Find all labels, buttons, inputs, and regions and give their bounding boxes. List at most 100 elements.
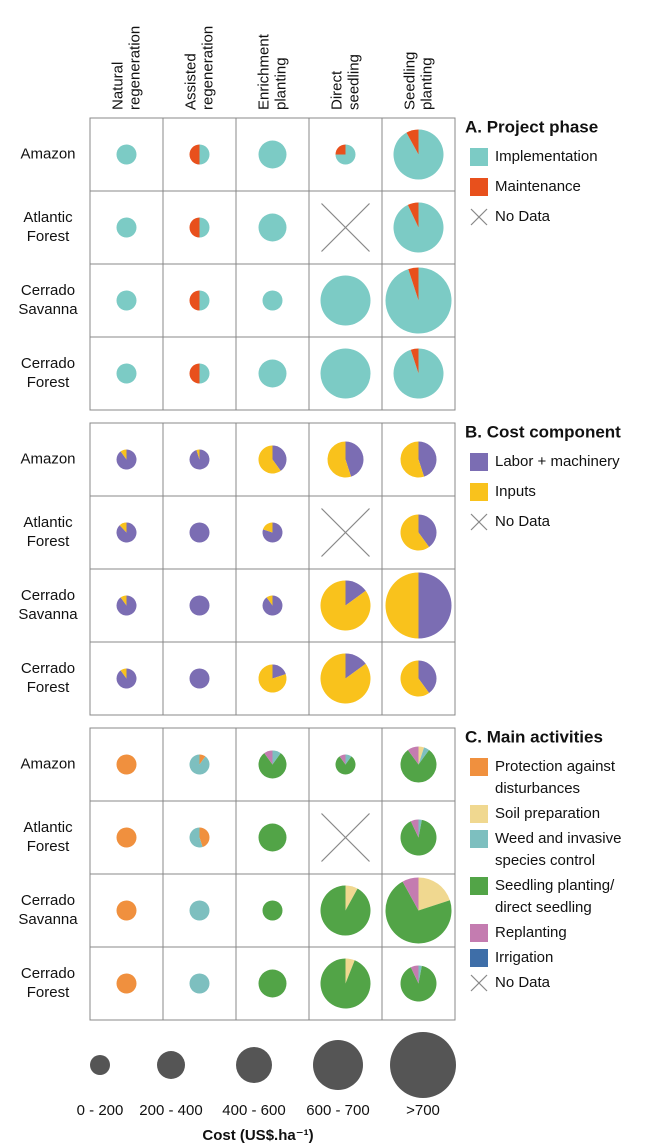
- row-label: Atlantic: [23, 514, 73, 531]
- pie-slice: [196, 449, 200, 460]
- pie-slice: [385, 881, 452, 944]
- pie-slice: [320, 653, 371, 704]
- no-data-mark: [321, 508, 370, 557]
- pie-slice: [189, 363, 200, 384]
- pie-slice: [272, 750, 281, 765]
- size-legend-label: >700: [406, 1102, 440, 1119]
- pie-slice: [345, 754, 352, 765]
- pie-slice: [189, 827, 203, 848]
- column-header: Assisted: [182, 53, 199, 110]
- pie-slice: [262, 900, 283, 921]
- legend-label: Soil preparation: [495, 805, 600, 822]
- pie-slice: [345, 885, 358, 911]
- size-legend-label: 400 - 600: [222, 1102, 285, 1119]
- legend-swatch: [470, 178, 488, 196]
- pie-slice: [258, 753, 287, 779]
- pie-slice: [272, 445, 287, 471]
- pie-slice: [116, 754, 137, 775]
- pie-slice: [199, 363, 210, 384]
- row-label: Atlantic: [23, 819, 73, 836]
- pie-slice: [189, 900, 210, 921]
- pie-slice: [393, 129, 444, 180]
- pie-slice: [418, 819, 422, 838]
- pie-slice: [199, 290, 210, 311]
- pie-slice: [116, 217, 137, 238]
- legend-label: Inputs: [495, 483, 536, 500]
- legend-label: Replanting: [495, 924, 567, 941]
- legend-label: Maintenance: [495, 178, 581, 195]
- pie-slice: [418, 441, 437, 477]
- pie-slice: [258, 823, 287, 852]
- column-header: planting: [272, 57, 289, 110]
- row-label: Forest: [27, 984, 70, 1001]
- pie-slice: [258, 140, 287, 169]
- row-label: Amazon: [20, 755, 75, 772]
- pie-slice: [199, 144, 210, 165]
- legend-label: Seedling planting/: [495, 877, 615, 894]
- pie-slice: [116, 827, 137, 848]
- pie-slice: [320, 580, 371, 631]
- panel-title: B. Cost component: [465, 422, 621, 441]
- pie-slice: [400, 819, 437, 856]
- pie-slice: [345, 653, 366, 679]
- pie-slice: [335, 756, 356, 775]
- column-header: regeneration: [199, 26, 216, 110]
- pie-slice: [116, 290, 137, 311]
- pie-slice: [400, 441, 425, 478]
- column-header: seedling: [345, 54, 362, 110]
- pie-slice: [327, 441, 352, 478]
- pie-slice: [410, 348, 419, 374]
- size-legend-label: 600 - 700: [306, 1102, 369, 1119]
- legend-label: No Data: [495, 974, 551, 991]
- pie-slice: [410, 819, 419, 838]
- row-label: Cerrado: [21, 355, 75, 372]
- pie-slice: [345, 958, 355, 984]
- pie-slice: [116, 668, 137, 689]
- legend-label: No Data: [495, 513, 551, 530]
- row-label: Atlantic: [23, 209, 73, 226]
- row-label: Amazon: [20, 450, 75, 467]
- row-label: Forest: [27, 838, 70, 855]
- panel-title: C. Main activities: [465, 727, 603, 746]
- pie-slice: [272, 664, 286, 679]
- pie-slice: [189, 290, 200, 311]
- legend-label: Irrigation: [495, 949, 553, 966]
- size-legend-circle: [157, 1051, 185, 1079]
- pie-slice: [189, 522, 210, 543]
- pie-slice: [189, 668, 210, 689]
- pie-slice: [116, 973, 137, 994]
- pie-slice: [339, 754, 346, 765]
- pie-slice: [400, 965, 437, 1002]
- pie-slice: [407, 202, 419, 228]
- pie-slice: [116, 522, 137, 543]
- pie-slice: [418, 877, 450, 911]
- column-header: Seedling: [401, 52, 418, 110]
- pie-slice: [258, 359, 287, 388]
- pie-slice: [189, 754, 210, 775]
- pie-slice: [189, 449, 210, 470]
- legend-swatch: [470, 924, 488, 942]
- pie-slice: [400, 660, 430, 697]
- column-header: Direct: [328, 70, 345, 110]
- size-legend-circle: [390, 1032, 456, 1098]
- legend-label: direct seedling: [495, 899, 592, 916]
- pie-slice: [120, 595, 127, 606]
- pie-slice: [262, 290, 283, 311]
- pie-slice: [408, 267, 419, 301]
- pie-slice: [320, 348, 371, 399]
- pie-slice: [116, 363, 137, 384]
- pie-slice: [418, 514, 437, 548]
- row-label: Forest: [27, 228, 70, 245]
- no-data-icon: [470, 208, 488, 226]
- pie-slice: [418, 660, 437, 694]
- column-header: Natural: [109, 62, 126, 110]
- no-data-icon: [470, 974, 488, 992]
- legend-label: Protection against: [495, 758, 616, 775]
- row-label: Forest: [27, 533, 70, 550]
- pie-slice: [345, 441, 364, 477]
- legend-label: Implementation: [495, 148, 598, 165]
- row-label: Cerrado: [21, 282, 75, 299]
- pie-slice: [258, 445, 281, 474]
- legend-swatch: [470, 805, 488, 823]
